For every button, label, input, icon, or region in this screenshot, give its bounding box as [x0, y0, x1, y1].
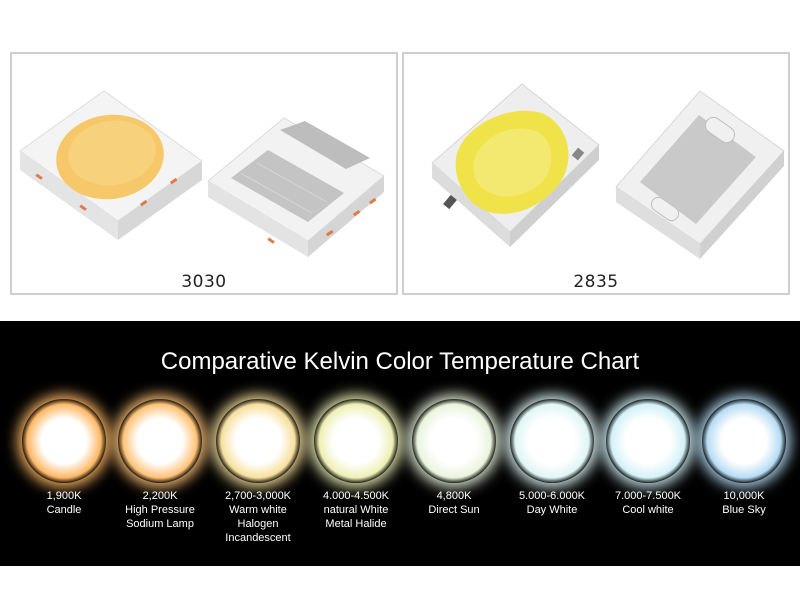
led-2835-illustration [431, 83, 785, 259]
swatch-glow [702, 399, 786, 483]
kelvin-value: 2,200K [142, 490, 178, 502]
light-source-name: Day White [526, 504, 578, 516]
kelvin-value: 7.000-7.500K [614, 490, 682, 502]
swatch-glow [606, 399, 690, 483]
swatch-day-white [502, 391, 602, 491]
caption-direct-sun: 4,800K Direct Sun [404, 489, 504, 517]
swatch-warm-white [208, 391, 308, 491]
caption-natural-white: 4.000-4.500K natural White Metal Halide [306, 489, 406, 531]
led-2835-label: 2835 [573, 272, 619, 292]
led-2835-panel: 2835 [402, 52, 790, 295]
caption-cool-white: 7.000-7.500K Cool white [598, 489, 698, 517]
caption-candle: 1,900K Candle [14, 489, 114, 517]
swatch-cool-white [598, 391, 698, 491]
led-3030-illustration [19, 90, 385, 257]
swatch-blue-sky [694, 391, 794, 491]
caption-warm-white: 2,700-3,000K Warm white Halogen Incandes… [208, 489, 308, 545]
swatch-candle [14, 391, 114, 491]
light-source-name: High Pressure Sodium Lamp [125, 504, 195, 530]
kelvin-value: 2,700-3,000K [224, 490, 292, 502]
kelvin-value: 5.000-6.000K [518, 490, 586, 502]
caption-sodium-lamp: 2,200K High Pressure Sodium Lamp [110, 489, 210, 531]
swatch-sodium-lamp [110, 391, 210, 491]
kelvin-value: 1,900K [46, 490, 82, 502]
swatch-glow [216, 399, 300, 483]
light-source-name: Cool white [622, 504, 674, 516]
led-2835-back [615, 90, 785, 259]
swatch-glow [22, 399, 106, 483]
swatch-natural-white [306, 391, 406, 491]
led-3030-front [19, 90, 203, 240]
light-source-name: Candle [46, 504, 82, 516]
caption-day-white: 5.000-6.000K Day White [502, 489, 602, 517]
swatch-direct-sun [404, 391, 504, 491]
kelvin-value: 4,800K [436, 490, 472, 502]
bottom-margin [0, 566, 800, 600]
chart-title: Comparative Kelvin Color Temperature Cha… [160, 348, 640, 375]
swatch-glow [118, 399, 202, 483]
kelvin-chart: Comparative Kelvin Color Temperature Cha… [0, 321, 800, 566]
swatch-glow [412, 399, 496, 483]
light-source-name: Warm white Halogen Incandescent [225, 504, 291, 544]
swatch-glow [510, 399, 594, 483]
light-source-name: natural White Metal Halide [323, 504, 389, 530]
led-3030-label: 3030 [181, 272, 227, 292]
led-3030-back [207, 117, 385, 257]
light-source-name: Direct Sun [428, 504, 480, 516]
led-3030-panel: 3030 [10, 52, 398, 295]
caption-blue-sky: 10,000K Blue Sky [694, 489, 794, 517]
swatch-glow [314, 399, 398, 483]
kelvin-value: 10,000K [723, 490, 765, 502]
led-2835-front [431, 83, 600, 247]
light-source-name: Blue Sky [722, 504, 766, 516]
kelvin-value: 4.000-4.500K [322, 490, 390, 502]
